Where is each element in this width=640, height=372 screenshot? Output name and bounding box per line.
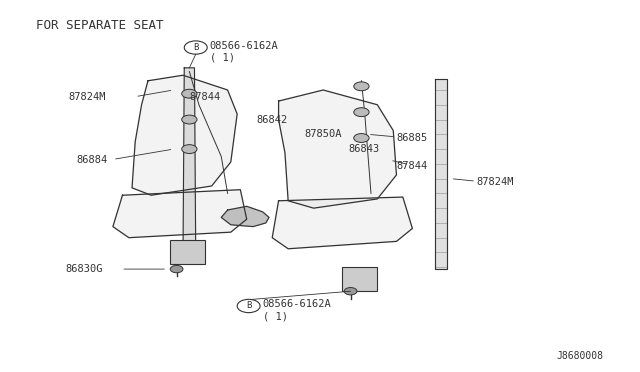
Text: B: B <box>246 301 252 311</box>
Circle shape <box>344 288 357 295</box>
Text: 87844: 87844 <box>396 161 428 171</box>
Circle shape <box>182 145 197 154</box>
Circle shape <box>170 265 183 273</box>
Text: 86884: 86884 <box>77 155 108 165</box>
Text: 08566-6162A: 08566-6162A <box>210 41 278 51</box>
Text: 87850A: 87850A <box>304 129 342 139</box>
Circle shape <box>354 82 369 91</box>
Text: 87824M: 87824M <box>68 92 106 102</box>
Polygon shape <box>221 206 269 227</box>
FancyBboxPatch shape <box>170 240 205 263</box>
FancyBboxPatch shape <box>342 267 378 291</box>
Text: 86830G: 86830G <box>65 264 102 274</box>
Circle shape <box>182 115 197 124</box>
Text: 86885: 86885 <box>396 133 428 143</box>
Text: 87824M: 87824M <box>476 177 514 187</box>
Circle shape <box>354 108 369 116</box>
Text: B: B <box>193 43 198 52</box>
Polygon shape <box>132 75 237 195</box>
Polygon shape <box>435 79 447 269</box>
Text: 86843: 86843 <box>349 144 380 154</box>
Text: FOR SEPARATE SEAT: FOR SEPARATE SEAT <box>36 19 164 32</box>
Polygon shape <box>113 190 246 238</box>
Circle shape <box>354 134 369 142</box>
Polygon shape <box>278 90 396 208</box>
Polygon shape <box>272 197 412 249</box>
Text: 87844: 87844 <box>189 92 221 102</box>
Text: 08566-6162A: 08566-6162A <box>262 299 332 309</box>
Text: J8680008: J8680008 <box>557 351 604 361</box>
Text: ( 1): ( 1) <box>262 311 287 321</box>
Text: ( 1): ( 1) <box>210 53 235 63</box>
Polygon shape <box>183 68 196 256</box>
Circle shape <box>182 89 197 98</box>
Text: 86842: 86842 <box>256 115 287 125</box>
